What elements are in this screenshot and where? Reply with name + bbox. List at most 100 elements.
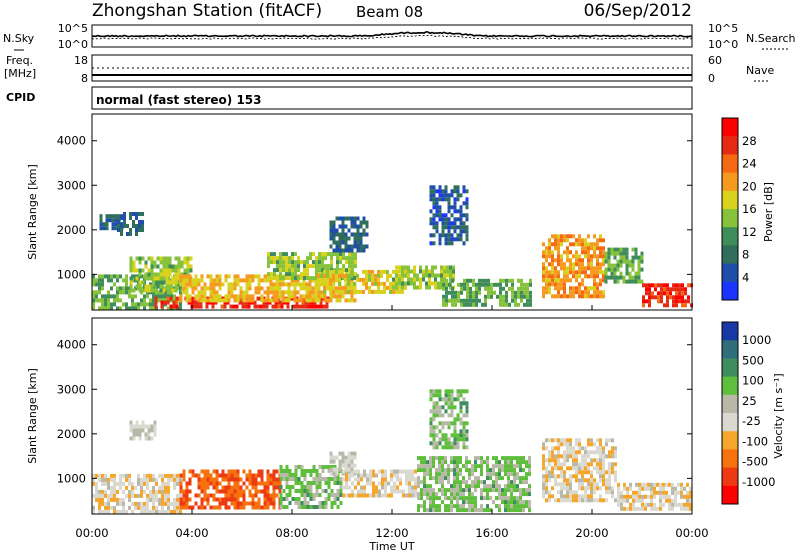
data-cell — [417, 484, 420, 489]
data-cell — [447, 437, 451, 442]
data-cell — [125, 493, 128, 498]
data-cell — [675, 303, 678, 308]
data-cell — [168, 280, 172, 285]
data-cell — [443, 265, 446, 270]
data-cell — [581, 458, 584, 463]
data-cell — [119, 274, 122, 279]
freq-unit-label: [MHz] — [4, 67, 36, 80]
data-cell — [315, 272, 318, 277]
data-cell — [423, 500, 426, 505]
data-cell — [263, 497, 267, 502]
data-cell — [456, 445, 460, 450]
data-cell — [119, 298, 122, 303]
data-cell — [602, 466, 605, 471]
data-cell — [587, 262, 590, 267]
data-cell — [490, 286, 493, 291]
data-cell — [294, 469, 298, 473]
data-cell — [495, 484, 498, 489]
data-cell — [287, 282, 291, 287]
data-cell — [569, 478, 572, 483]
data-cell — [339, 260, 342, 265]
data-cell — [314, 298, 318, 303]
data-cell — [301, 300, 305, 305]
data-cell — [554, 266, 557, 271]
data-cell — [324, 465, 328, 469]
data-cell — [104, 306, 107, 311]
data-cell — [179, 493, 182, 498]
data-cell — [551, 466, 554, 471]
data-cell — [313, 304, 317, 309]
data-cell — [569, 490, 572, 495]
data-cell — [441, 456, 444, 461]
data-cell — [341, 232, 345, 237]
data-cell — [468, 484, 471, 489]
data-cell — [273, 268, 276, 273]
data-cell — [309, 481, 313, 485]
data-cell — [401, 289, 404, 294]
data-cell — [513, 488, 516, 493]
data-cell — [92, 493, 95, 498]
colorbar-swatch — [722, 358, 738, 378]
data-cell — [193, 304, 197, 309]
data-cell — [619, 247, 623, 252]
data-cell — [599, 270, 602, 275]
data-cell — [572, 494, 575, 499]
data-cell — [377, 269, 380, 274]
data-cell — [684, 287, 687, 292]
data-cell — [525, 500, 528, 505]
data-cell — [523, 290, 526, 295]
data-cell — [626, 490, 629, 495]
data-cell — [596, 290, 599, 295]
data-cell — [423, 504, 426, 509]
data-cell — [185, 278, 189, 283]
data-cell — [294, 272, 297, 277]
data-cell — [513, 456, 516, 461]
data-cell — [432, 197, 436, 202]
data-cell — [167, 481, 170, 486]
data-cell — [420, 504, 423, 509]
data-cell — [683, 494, 686, 499]
data-cell — [575, 450, 578, 455]
data-cell — [125, 282, 128, 287]
data-cell — [339, 256, 342, 261]
data-cell — [459, 205, 463, 210]
data-cell — [557, 262, 560, 267]
data-cell — [317, 277, 320, 282]
data-cell — [650, 494, 653, 499]
data-cell — [135, 212, 138, 216]
data-cell — [224, 294, 228, 299]
data-cell — [107, 306, 110, 311]
data-cell — [434, 285, 437, 290]
data-cell — [471, 496, 474, 501]
data-cell — [554, 478, 557, 483]
data-cell — [305, 298, 309, 303]
data-cell — [329, 294, 333, 299]
data-cell — [466, 294, 469, 299]
data-cell — [557, 282, 560, 287]
data-cell — [444, 421, 448, 426]
data-cell — [309, 276, 312, 281]
data-cell — [389, 281, 392, 286]
data-cell — [227, 294, 231, 299]
data-cell — [444, 433, 448, 438]
data-cell — [257, 282, 261, 287]
data-cell — [475, 286, 478, 291]
data-cell — [269, 497, 273, 502]
data-cell — [233, 481, 237, 486]
data-cell — [125, 473, 128, 478]
data-cell — [671, 502, 674, 507]
data-cell — [315, 477, 319, 481]
data-cell — [306, 260, 309, 265]
data-cell — [392, 277, 395, 282]
data-cell — [528, 460, 531, 465]
data-cell — [505, 282, 508, 287]
data-cell — [456, 500, 459, 505]
data-cell — [569, 454, 572, 459]
data-cell — [584, 270, 587, 275]
data-cell — [372, 469, 375, 474]
colorbar-swatch — [722, 485, 738, 505]
data-cell — [276, 268, 279, 273]
data-cell — [645, 283, 648, 288]
data-cell — [486, 468, 489, 473]
data-cell — [209, 477, 213, 482]
